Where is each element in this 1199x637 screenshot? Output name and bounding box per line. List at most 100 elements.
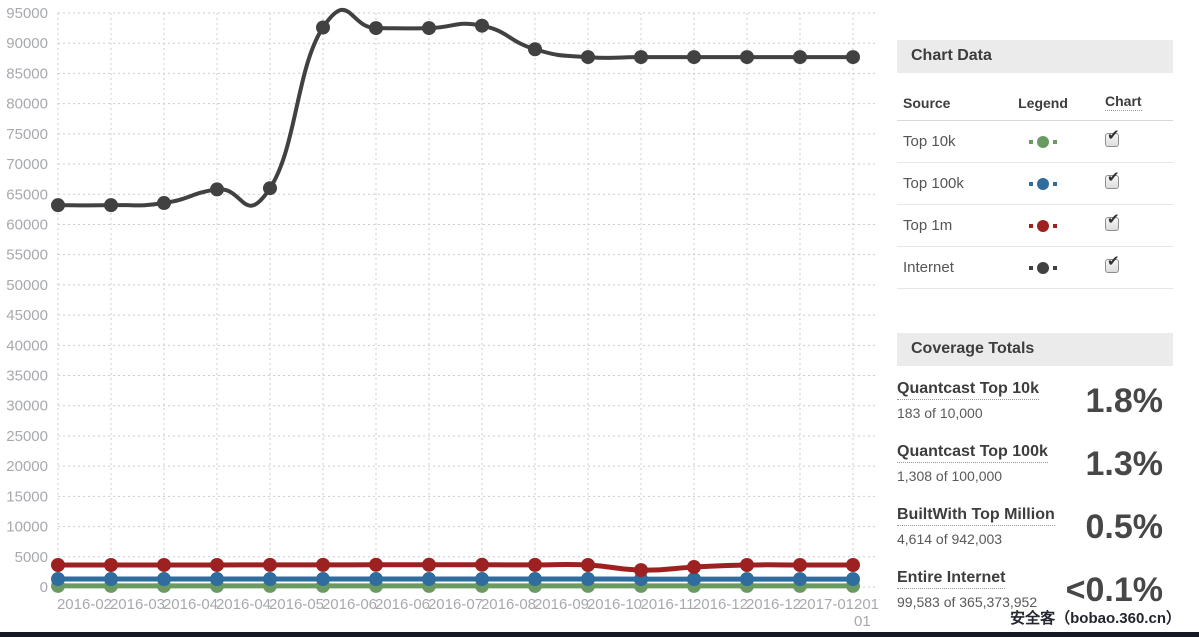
data-point-top-1m <box>475 557 489 572</box>
svg-text:2016-09: 2016-09 <box>534 596 589 613</box>
series-toggle-checkbox[interactable]: ✔ <box>1105 128 1120 147</box>
checkmark-icon: ✔ <box>1107 168 1120 186</box>
data-point-top-100k <box>846 572 860 587</box>
svg-text:2016-06: 2016-06 <box>375 596 430 613</box>
data-point-top-1m <box>528 557 542 572</box>
data-point-internet <box>369 21 383 36</box>
legend-row-top-10k: Top 10k ✔ <box>897 121 1173 163</box>
series-label: Top 10k <box>903 133 956 150</box>
data-point-top-1m <box>634 563 648 578</box>
legend-row-top-100k: Top 100k ✔ <box>897 163 1173 205</box>
svg-text:2016-03: 2016-03 <box>110 596 165 613</box>
data-point-top-100k <box>263 572 277 587</box>
svg-text:2016-07: 2016-07 <box>428 596 483 613</box>
coverage-percent: 1.3% <box>1085 444 1164 483</box>
data-point-top-100k <box>210 572 224 587</box>
data-point-internet <box>210 182 224 197</box>
svg-text:80000: 80000 <box>6 96 48 113</box>
data-point-top-100k <box>369 572 383 587</box>
watermark: 安全客（bobao.360.cn） <box>1010 610 1181 627</box>
data-point-top-1m <box>51 558 65 573</box>
svg-text:2016-04: 2016-04 <box>216 596 271 613</box>
data-point-top-1m <box>422 557 436 572</box>
series-internet <box>51 7 860 213</box>
data-point-internet <box>316 20 330 35</box>
coverage-label: BuiltWith Top Million <box>897 506 1055 526</box>
legend-square-icon <box>1053 223 1057 228</box>
svg-text:15000: 15000 <box>6 488 48 505</box>
checkmark-icon: ✔ <box>1107 252 1120 270</box>
data-point-top-100k <box>581 572 595 587</box>
coverage-percent: <0.1% <box>1065 570 1163 609</box>
data-point-top-1m <box>157 557 171 572</box>
data-point-internet <box>51 198 65 213</box>
data-point-top-100k <box>475 572 489 587</box>
series-line-top-1m <box>55 561 856 573</box>
data-point-top-1m <box>793 558 807 573</box>
svg-text:2016-10: 2016-10 <box>587 596 642 613</box>
series-toggle-checkbox[interactable]: ✔ <box>1105 212 1120 231</box>
x-axis-labels: 2016-022016-032016-042016-042016-052016-… <box>57 596 880 630</box>
legend-dot-icon <box>1037 177 1049 190</box>
svg-text:0: 0 <box>40 579 48 596</box>
data-point-top-100k <box>528 572 542 587</box>
column-legend: Legend <box>1018 95 1068 111</box>
svg-text:2017-01: 2017-01 <box>854 596 880 630</box>
svg-text:2016-12: 2016-12 <box>693 596 748 613</box>
data-point-top-100k <box>104 572 118 587</box>
legend-square-icon <box>1029 223 1033 228</box>
series-label: Top 1m <box>903 217 953 234</box>
data-point-internet <box>475 18 489 33</box>
coverage-detail: 99,583 of 365,373,952 <box>897 594 1038 610</box>
coverage-label: Entire Internet <box>897 569 1006 589</box>
data-point-top-1m <box>104 558 118 573</box>
data-point-internet <box>634 50 648 65</box>
series-top-100k <box>51 572 860 587</box>
data-point-top-1m <box>210 557 224 572</box>
column-source: Source <box>903 95 951 111</box>
data-point-top-100k <box>316 572 330 587</box>
svg-text:40000: 40000 <box>6 337 48 354</box>
svg-text:85000: 85000 <box>6 65 48 82</box>
chart-data-panel-title: Chart Data <box>897 40 1173 73</box>
legend-square-icon <box>1053 139 1057 144</box>
series-toggle-checkbox[interactable]: ✔ <box>1105 254 1120 273</box>
legend-dot-icon <box>1037 135 1049 148</box>
coverage-totals-title: Coverage Totals <box>897 333 1173 366</box>
legend-row-top-1m: Top 1m ✔ <box>897 205 1173 247</box>
data-point-top-1m <box>369 557 383 572</box>
data-point-internet <box>263 181 277 196</box>
svg-text:95000: 95000 <box>6 5 48 22</box>
data-point-internet <box>422 21 436 36</box>
coverage-item-quantcast-top-100k: Quantcast Top 100k 1,308 of 100,000 1.3% <box>897 429 1173 492</box>
coverage-percent: 1.8% <box>1085 381 1164 420</box>
series-line-internet <box>56 7 855 208</box>
svg-text:2016-12: 2016-12 <box>746 596 801 613</box>
gridlines <box>57 12 877 588</box>
svg-text:25000: 25000 <box>6 428 48 445</box>
svg-text:2016-06: 2016-06 <box>322 596 377 613</box>
legend-dot-icon <box>1037 219 1049 232</box>
svg-text:20000: 20000 <box>6 458 48 475</box>
data-point-internet <box>793 50 807 65</box>
coverage-item-quantcast-top-10k: Quantcast Top 10k 183 of 10,000 1.8% <box>897 366 1173 429</box>
svg-text:50000: 50000 <box>6 277 48 294</box>
series-toggle-checkbox[interactable]: ✔ <box>1105 170 1120 189</box>
svg-text:2016-08: 2016-08 <box>481 596 536 613</box>
svg-text:2016-05: 2016-05 <box>269 596 324 613</box>
legend-square-icon <box>1029 181 1033 186</box>
svg-text:10000: 10000 <box>6 519 48 536</box>
coverage-item-builtwith-top-million: BuiltWith Top Million 4,614 of 942,003 0.5… <box>897 492 1173 555</box>
coverage-label: Quantcast Top 10k <box>897 380 1039 400</box>
svg-text:2016-02: 2016-02 <box>57 596 112 613</box>
coverage-detail: 4,614 of 942,003 <box>897 531 1003 547</box>
checkmark-icon: ✔ <box>1107 210 1120 228</box>
series-legend-marker <box>1025 135 1061 148</box>
coverage-percent: 0.5% <box>1085 507 1164 546</box>
legend-square-icon <box>1053 265 1057 270</box>
legend-square-icon <box>1029 139 1033 144</box>
data-point-internet <box>740 50 754 65</box>
legend-square-icon <box>1053 181 1057 186</box>
y-axis-labels: 0 5000 10000 15000 20000 25000 30000 35000 40000… <box>6 5 48 596</box>
data-point-internet <box>846 50 860 65</box>
